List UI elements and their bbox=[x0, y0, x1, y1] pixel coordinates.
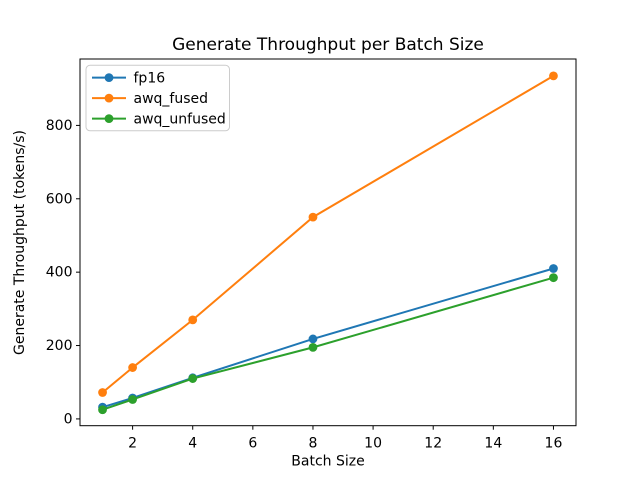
x-tick-label: 6 bbox=[248, 436, 257, 452]
y-tick-label: 800 bbox=[46, 118, 73, 134]
legend-marker-awq_unfused bbox=[104, 114, 114, 123]
legend-label-awq_unfused: awq_unfused bbox=[134, 112, 226, 128]
x-tick-label: 16 bbox=[545, 436, 563, 452]
chart-title: Generate Throughput per Batch Size bbox=[172, 35, 484, 55]
series-point-awq_fused-x8 bbox=[308, 212, 318, 222]
series-point-fp16-x8 bbox=[308, 334, 318, 344]
x-tick-label: 4 bbox=[188, 436, 197, 452]
x-axis-label: Batch Size bbox=[291, 454, 364, 470]
series-point-awq_unfused-x8 bbox=[308, 342, 318, 352]
legend-box bbox=[85, 64, 230, 132]
series-point-awq_unfused-x4 bbox=[188, 374, 198, 383]
series-point-awq_unfused-x16 bbox=[549, 273, 558, 283]
legend-marker-awq_fused bbox=[104, 93, 114, 103]
legend-marker-fp16 bbox=[104, 73, 114, 82]
series-layer bbox=[98, 71, 558, 415]
y-tick-label: 200 bbox=[46, 338, 73, 354]
y-axis: 0 200 400 600 800 bbox=[46, 118, 80, 427]
y-tick-label: 600 bbox=[46, 191, 73, 207]
legend-label-awq_fused: awq_fused bbox=[134, 91, 209, 107]
legend: fp16 awq_fused awq_unfused bbox=[85, 64, 230, 132]
series-point-awq_fused-x2 bbox=[128, 363, 138, 372]
series-point-fp16-x16 bbox=[549, 264, 558, 273]
x-tick-label: 10 bbox=[364, 436, 382, 452]
y-tick-label: 0 bbox=[64, 411, 73, 427]
series-point-awq_fused-x16 bbox=[549, 71, 558, 81]
legend-label-fp16: fp16 bbox=[134, 71, 166, 87]
x-tick-label: 2 bbox=[128, 436, 137, 452]
y-axis-label: Generate Throughput (tokens/s) bbox=[12, 130, 28, 355]
series-point-awq_fused-x4 bbox=[188, 315, 198, 325]
series-point-awq_unfused-x2 bbox=[128, 395, 138, 404]
x-tick-label: 14 bbox=[484, 436, 502, 452]
series-point-awq_fused-x1 bbox=[98, 388, 107, 397]
y-tick-label: 400 bbox=[46, 265, 73, 281]
x-axis: 2 4 6 8 10 12 14 16 bbox=[128, 425, 563, 452]
x-tick-label: 12 bbox=[424, 436, 442, 452]
x-tick-label: 8 bbox=[309, 436, 318, 452]
series-point-awq_unfused-x1 bbox=[98, 405, 107, 415]
